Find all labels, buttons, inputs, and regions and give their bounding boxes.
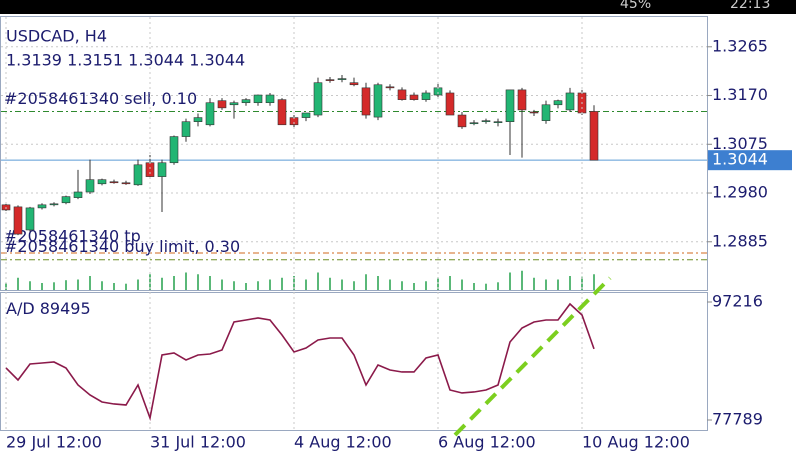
candle-body	[469, 122, 479, 125]
candle-body	[133, 164, 143, 186]
candle-body	[493, 121, 503, 124]
candle-body	[361, 87, 371, 116]
candle-body	[409, 94, 419, 100]
status-bar	[0, 0, 796, 14]
chart-title: USDCAD, H4	[6, 27, 107, 46]
candle-body	[277, 99, 287, 126]
candle-body	[97, 179, 107, 185]
ad-line	[5, 302, 595, 421]
y-tick-label: 1.3075	[712, 134, 768, 153]
candle-body	[61, 196, 71, 204]
trend-line	[453, 276, 612, 437]
candle-body	[517, 89, 527, 111]
order-label: #2058461340 tp	[4, 227, 141, 246]
candle-body	[37, 204, 47, 209]
y-tick-label: 77789	[712, 410, 763, 429]
y-tick-label: 1.2980	[712, 183, 768, 202]
candle-body	[217, 100, 227, 109]
candle-body	[445, 92, 455, 116]
x-tick-label: 6 Aug 12:00	[438, 433, 536, 452]
order-label: #2058461340 buy limit, 0.30	[4, 237, 240, 256]
candle-body	[181, 121, 191, 137]
candle-body	[205, 102, 215, 126]
price-panel	[0, 16, 708, 291]
candle-body	[553, 100, 563, 106]
x-tick-label: 29 Jul 12:00	[6, 433, 102, 452]
ohlc-readout: 1.3139 1.3151 1.3044 1.3044	[6, 51, 245, 70]
x-tick-label: 10 Aug 12:00	[582, 433, 690, 452]
candle-body	[145, 162, 155, 177]
candle-body	[505, 89, 515, 123]
candle-body	[157, 162, 167, 177]
candle-body	[385, 86, 395, 89]
candle-body	[301, 112, 311, 118]
y-tick-label: 1.2885	[712, 231, 768, 250]
current-price-box	[708, 150, 792, 171]
candle-body	[265, 94, 275, 104]
candle-body	[337, 78, 347, 80]
candle-body	[397, 89, 407, 100]
x-tick-label: 31 Jul 12:00	[150, 433, 246, 452]
candle-body	[13, 206, 23, 235]
indicator-panel	[0, 292, 708, 431]
candle-body	[85, 179, 95, 193]
candle-body	[589, 111, 599, 161]
candle-body	[373, 84, 383, 118]
candle-body	[121, 182, 131, 185]
candle-body	[193, 117, 203, 123]
y-tick-label: 1.3170	[712, 85, 768, 104]
candle-body	[109, 181, 119, 184]
x-tick-label: 4 Aug 12:00	[294, 433, 392, 452]
indicator-name: A/D	[6, 299, 35, 318]
candle-body	[457, 114, 467, 128]
candle-body	[565, 92, 575, 111]
candle-body	[481, 120, 491, 122]
current-price-label: 1.3044	[712, 150, 768, 169]
order-label: #2058461340 sell, 0.10	[4, 89, 197, 108]
candle-body	[253, 94, 263, 104]
candle-body	[421, 92, 431, 100]
candle-body	[325, 79, 335, 81]
y-tick-label: 1.3265	[712, 36, 768, 55]
candle-body	[241, 99, 251, 104]
candle-body	[73, 191, 83, 198]
indicator-value: 89495	[40, 299, 91, 318]
candle-body	[49, 203, 59, 206]
candle-body	[541, 104, 551, 121]
y-tick-label: 97216	[712, 291, 763, 310]
candle-body	[313, 82, 323, 116]
battery: 45%	[620, 0, 651, 12]
candle-body	[349, 82, 359, 86]
candle-body	[169, 136, 179, 164]
clock: 22:13	[730, 0, 770, 12]
candle-body	[529, 111, 539, 114]
indicator-title: A/D 89495	[6, 299, 91, 318]
candle-body	[229, 102, 239, 106]
candle-body	[25, 207, 35, 231]
